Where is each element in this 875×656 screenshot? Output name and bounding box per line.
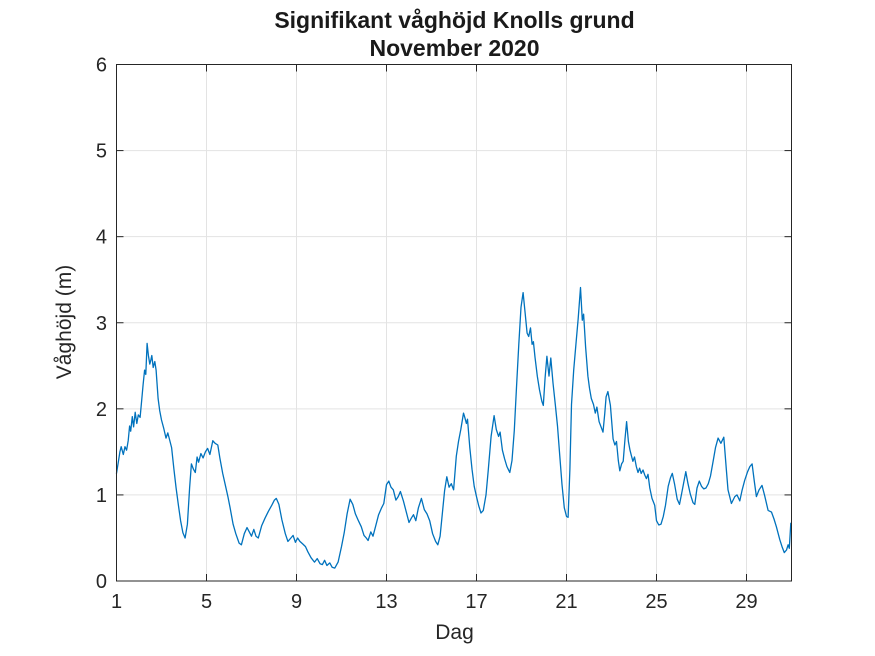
y-tick-label: 6	[96, 55, 107, 77]
x-tick-label: 29	[735, 591, 757, 613]
x-tick-label: 5	[201, 591, 212, 613]
x-tick-label: 1	[111, 591, 122, 613]
x-axis-label: Dag	[435, 621, 474, 644]
y-tick-label: 4	[96, 227, 107, 249]
x-tick-label: 9	[291, 591, 302, 613]
chart-title-line1: Signifikant våghöjd Knolls grund	[274, 7, 635, 33]
x-tick-label: 13	[375, 591, 397, 613]
y-tick-label: 0	[96, 571, 107, 593]
wave-height-line	[115, 286, 792, 569]
chart-title: Signifikant våghöjd Knolls grund Novembe…	[117, 6, 792, 62]
y-tick-label: 1	[96, 485, 107, 507]
y-tick-label: 5	[96, 141, 107, 163]
x-tick-label: 17	[465, 591, 487, 613]
y-tick-label: 3	[96, 313, 107, 335]
y-tick-label: 2	[96, 399, 107, 421]
chart-title-line2: November 2020	[369, 35, 540, 61]
x-tick-label: 21	[555, 591, 577, 613]
x-tick-label: 25	[645, 591, 667, 613]
